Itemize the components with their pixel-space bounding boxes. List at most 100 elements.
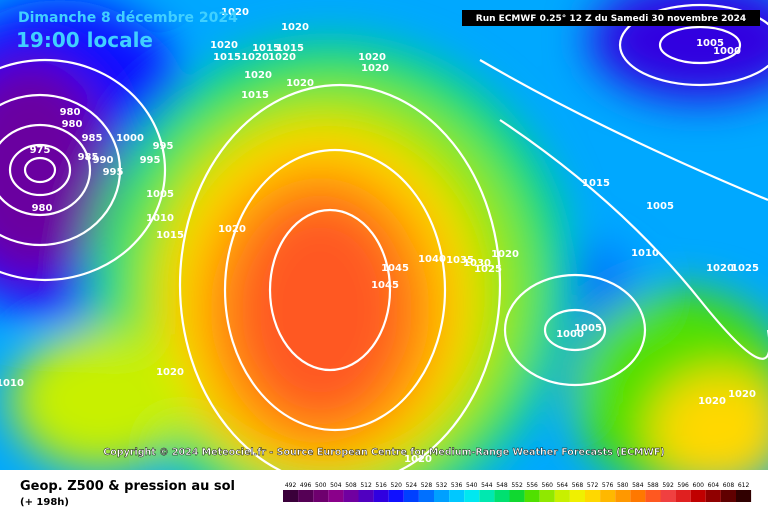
- forecast-lead: (+ 198h): [20, 497, 69, 508]
- scale-label: 532: [436, 482, 448, 489]
- scale-label: 612: [738, 482, 750, 489]
- scale-label: 560: [542, 482, 554, 489]
- isobar-label: 995: [153, 141, 174, 152]
- isobar-label: 1045: [371, 280, 399, 291]
- scale-cell: [554, 490, 570, 502]
- color-scale: 492 496 500 504 508 512 516 520 524 528 532 536 540 5…: [283, 482, 752, 502]
- isobar-label: 1015: [276, 43, 304, 54]
- isobar-label: 995: [140, 155, 161, 166]
- isobar-label: 1005: [146, 189, 174, 200]
- scale-cell: [720, 490, 736, 502]
- scale-cell: [403, 490, 419, 502]
- scale-cell: [615, 490, 631, 502]
- scale-label: 508: [345, 482, 357, 489]
- scale-label: 548: [496, 482, 508, 489]
- scale-label: 492: [285, 482, 297, 489]
- scale-label: 544: [481, 482, 493, 489]
- isobar-label: 1020: [218, 224, 246, 235]
- isobar-label: 1035: [446, 255, 474, 266]
- scale-cell: [660, 490, 676, 502]
- scale-cell: [388, 490, 404, 502]
- scale-label: 568: [572, 482, 584, 489]
- scale-label: 556: [526, 482, 538, 489]
- scale-cell: [373, 490, 389, 502]
- scale-label: 520: [391, 482, 403, 489]
- isobar-label: 1020: [706, 263, 734, 274]
- date: Dimanche 8 décembre 2024: [18, 10, 238, 26]
- isobar-label: 1020: [698, 396, 726, 407]
- isobar-label: 1020: [404, 454, 432, 465]
- isobar-label: 1005: [646, 201, 674, 212]
- isobar-label: 1010: [631, 248, 659, 259]
- isobar-label: 1000: [116, 133, 144, 144]
- isobar-label: 1015: [213, 52, 241, 63]
- scale-cell: [509, 490, 525, 502]
- scale-label: 512: [360, 482, 372, 489]
- scale-label: 496: [300, 482, 312, 489]
- scale-label: 596: [677, 482, 689, 489]
- copyright: Copyright © 2024 Meteociel.fr - Source E…: [103, 447, 664, 458]
- scale-label: 524: [406, 482, 418, 489]
- scale-cell: [524, 490, 540, 502]
- isobar-label: 1045: [381, 263, 409, 274]
- scale-cell: [630, 490, 646, 502]
- isobar-label: 1015: [156, 230, 184, 241]
- scale-cell: [418, 490, 434, 502]
- isobar-label: 1005: [574, 323, 602, 334]
- scale-cell: [675, 490, 691, 502]
- scale-cell: [600, 490, 616, 502]
- isobar-label: 1020: [286, 78, 314, 89]
- isobar-label: 1020: [268, 52, 296, 63]
- isobar-label: 995: [103, 167, 124, 178]
- isobar-label: 1005: [696, 38, 724, 49]
- isobar-label: 1000: [556, 329, 584, 340]
- isobar-label: 1020: [241, 52, 269, 63]
- scale-cell: [328, 490, 344, 502]
- isobar-label: 1020: [156, 367, 184, 378]
- scale-label: 584: [632, 482, 644, 489]
- footer-title: Geop. Z500 & pression au sol: [20, 479, 235, 494]
- scale-label: 564: [557, 482, 569, 489]
- isobar-label: 980: [32, 203, 53, 214]
- scale-label: 540: [466, 482, 478, 489]
- scale-cell: [705, 490, 721, 502]
- scale-label: 500: [315, 482, 327, 489]
- run-info: Run ECMWF 0.25° 12 Z du Samedi 30 novemb…: [476, 14, 746, 24]
- isobar-label: 1015: [252, 43, 280, 54]
- isobar-label: 1020: [491, 249, 519, 260]
- scale-label: 552: [511, 482, 523, 489]
- scale-label: 592: [662, 482, 674, 489]
- scale-label: 504: [330, 482, 342, 489]
- isobar-label: 1020: [210, 40, 238, 51]
- scale-label: 588: [647, 482, 659, 489]
- scale-label: 528: [421, 482, 433, 489]
- scale-label: 536: [451, 482, 463, 489]
- isobar-label: 1010: [146, 213, 174, 224]
- isobar-label: 1020: [358, 52, 386, 63]
- scale-cell: [464, 490, 480, 502]
- isobar-label: 985: [82, 133, 103, 144]
- scale-cell: [494, 490, 510, 502]
- isobar-label: 1025: [474, 264, 502, 275]
- isobar-label: 975: [30, 145, 51, 156]
- local-time: 19:00 locale: [16, 28, 153, 52]
- isobar-lines: [0, 3, 768, 470]
- isobar-label: 990: [93, 155, 114, 166]
- scale-cell: [434, 490, 450, 502]
- isobar-label: 1015: [241, 90, 269, 101]
- run-box: [462, 10, 760, 26]
- scale-cell: [585, 490, 601, 502]
- isobar-label: 1020: [728, 389, 756, 400]
- isobar-label: 1025: [731, 263, 759, 274]
- isobar-label: 1030: [463, 258, 491, 269]
- scale-cell: [313, 490, 329, 502]
- scale-label: 580: [617, 482, 629, 489]
- scale-label: 604: [708, 482, 720, 489]
- scale-cell: [479, 490, 495, 502]
- isobar-label: 1020: [244, 70, 272, 81]
- isobar-label: 1040: [418, 254, 446, 265]
- isobar-label: 985: [78, 152, 99, 163]
- scale-label: 516: [375, 482, 387, 489]
